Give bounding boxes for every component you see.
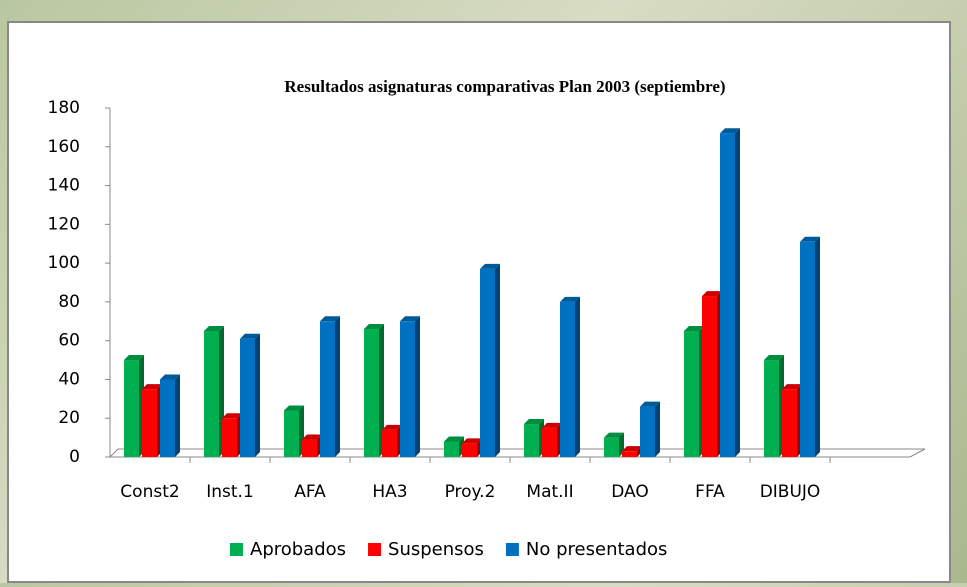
y-tick-label: 60: [58, 331, 80, 351]
y-tick-label: 120: [48, 214, 80, 234]
bar: [124, 360, 139, 457]
bar: [800, 242, 815, 457]
bar: [142, 389, 157, 457]
x-tick-label: DAO: [611, 482, 649, 502]
x-tick-label: FFA: [695, 482, 725, 502]
x-tick-label: Proy.2: [445, 482, 496, 502]
y-tick-label: 80: [58, 292, 80, 312]
y-tick-label: 40: [58, 369, 80, 389]
x-tick-label: Mat.II: [526, 482, 573, 502]
bar: [284, 410, 299, 457]
legend-label: Suspensos: [388, 539, 484, 560]
bar: [160, 379, 175, 457]
bar: [622, 451, 637, 457]
bar-side: [735, 128, 740, 457]
bar-side: [175, 374, 180, 457]
bar: [560, 302, 575, 457]
bar: [364, 329, 379, 457]
bar: [524, 424, 539, 457]
page: Resultados asignaturas comparativas Plan…: [0, 0, 967, 583]
y-tick-label: 0: [69, 447, 80, 467]
legend-swatch: [368, 543, 381, 556]
bar: [684, 331, 699, 457]
bar: [542, 428, 557, 457]
bar-side: [335, 316, 340, 457]
bar-side: [655, 402, 660, 457]
chart-title: Resultados asignaturas comparativas Plan…: [284, 77, 725, 96]
bar: [462, 443, 477, 457]
bar: [702, 296, 717, 457]
bar: [720, 133, 735, 457]
chart: Resultados asignaturas comparativas Plan…: [0, 0, 967, 583]
y-tick-label: 160: [48, 137, 80, 157]
bar: [382, 430, 397, 457]
x-tick-label: Const2: [120, 482, 179, 502]
x-tick-label: DIBUJO: [760, 482, 821, 502]
bar: [480, 269, 495, 457]
bar-side: [415, 316, 420, 457]
x-tick-label: AFA: [294, 482, 326, 502]
bar-side: [575, 297, 580, 457]
bar: [240, 339, 255, 457]
bar: [400, 321, 415, 457]
bar: [222, 418, 237, 457]
bar-side: [495, 264, 500, 457]
legend-swatch: [506, 543, 519, 556]
y-tick-label: 20: [58, 408, 80, 428]
bar: [764, 360, 779, 457]
bar-side: [255, 334, 260, 457]
bar: [302, 440, 317, 457]
legend-label: Aprobados: [250, 539, 346, 560]
y-tick-label: 140: [48, 176, 80, 196]
y-tick-label: 100: [48, 253, 80, 273]
bar: [604, 438, 619, 457]
bar: [640, 407, 655, 457]
bar-side: [815, 237, 820, 457]
bar: [204, 331, 219, 457]
x-tick-label: HA3: [372, 482, 407, 502]
bar: [320, 321, 335, 457]
bar: [782, 389, 797, 457]
legend-label: No presentados: [526, 539, 667, 560]
bar: [444, 441, 459, 457]
x-tick-label: Inst.1: [206, 482, 254, 502]
legend-swatch: [230, 543, 243, 556]
y-tick-label: 180: [48, 98, 80, 118]
